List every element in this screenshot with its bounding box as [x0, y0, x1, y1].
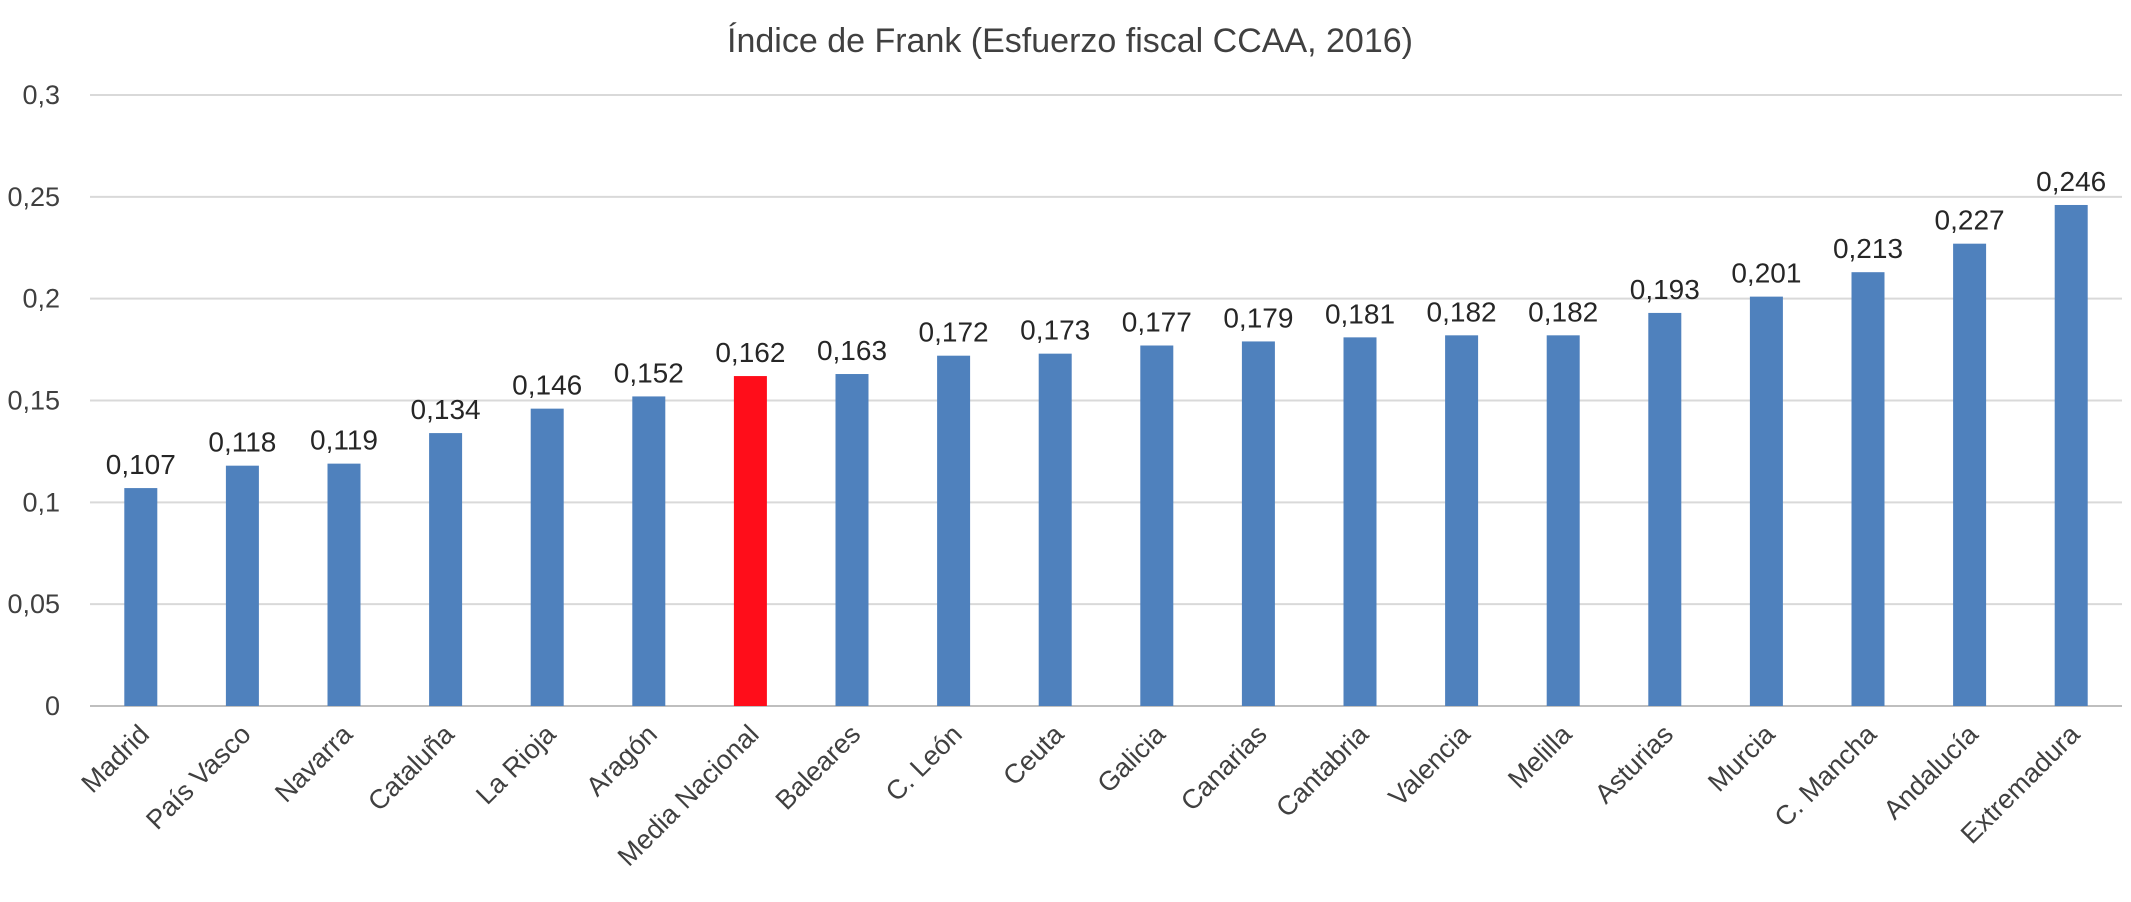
- category-label: Andalucía: [1878, 718, 1985, 825]
- category-label: Melilla: [1502, 718, 1578, 794]
- bar: [1445, 335, 1479, 706]
- category-label: C. Mancha: [1769, 718, 1883, 832]
- bar: [937, 355, 971, 706]
- bar: [835, 374, 869, 706]
- category-label: Navarra: [269, 718, 359, 808]
- bar: [1343, 337, 1377, 706]
- category-label: País Vasco: [140, 719, 256, 835]
- category-label: Galicia: [1091, 718, 1171, 798]
- bar: [225, 465, 259, 706]
- data-label: 0,201: [1731, 258, 1801, 289]
- bar: [1749, 296, 1783, 706]
- data-label: 0,177: [1122, 307, 1192, 338]
- y-tick-label: 0,1: [22, 487, 60, 517]
- bar: [124, 488, 158, 706]
- data-label: 0,227: [1935, 205, 2005, 236]
- bar: [2054, 204, 2088, 707]
- category-label: C. León: [880, 719, 968, 807]
- category-label: Ceuta: [997, 718, 1070, 791]
- bar: [1140, 345, 1174, 706]
- category-label: Cantabria: [1270, 718, 1375, 823]
- bar: [1038, 353, 1072, 706]
- bar: [733, 376, 767, 706]
- data-label: 0,182: [1528, 296, 1598, 327]
- bar: [1546, 335, 1580, 706]
- bar: [1648, 312, 1682, 706]
- bar: [632, 396, 666, 706]
- data-label: 0,213: [1833, 233, 1903, 264]
- data-label: 0,246: [2036, 166, 2106, 197]
- y-tick-label: 0,15: [7, 386, 60, 416]
- y-tick-label: 0,25: [7, 182, 60, 212]
- category-label: Canarias: [1175, 719, 1273, 817]
- data-label: 0,179: [1223, 302, 1293, 333]
- y-tick-label: 0: [45, 691, 60, 721]
- data-label: 0,152: [614, 357, 684, 388]
- y-tick-label: 0,05: [7, 589, 60, 619]
- category-label: Baleares: [770, 719, 867, 816]
- chart-title: Índice de Frank (Esfuerzo fiscal CCAA, 2…: [727, 22, 1413, 60]
- data-label: 0,119: [310, 425, 378, 456]
- data-label: 0,162: [715, 337, 785, 368]
- data-label: 0,193: [1630, 274, 1700, 305]
- data-label: 0,146: [512, 370, 582, 401]
- y-tick-label: 0,3: [22, 80, 60, 110]
- category-label: Aragón: [580, 719, 663, 802]
- category-label: Valencia: [1383, 718, 1477, 812]
- data-label: 0,107: [106, 449, 176, 480]
- category-label: Madrid: [75, 719, 155, 799]
- category-label: Asturias: [1589, 719, 1679, 809]
- category-label: Murcia: [1702, 718, 1781, 797]
- bar: [429, 433, 463, 706]
- data-label: 0,118: [208, 427, 276, 458]
- category-label: Cataluña: [362, 718, 460, 816]
- gridlines: [90, 94, 2122, 707]
- y-axis-ticks: 0 0,05 0,1 0,15 0,2 0,25 0,3: [7, 80, 60, 721]
- data-label: 0,172: [919, 317, 989, 348]
- y-tick-label: 0,2: [22, 284, 60, 314]
- bar: [327, 463, 361, 706]
- data-labels: 0,107 0,118 0,119 0,134 0,146 0,152 0,162 0,163…: [106, 166, 2106, 480]
- data-label: 0,173: [1020, 315, 1090, 346]
- bar: [530, 408, 564, 706]
- data-label: 0,134: [411, 394, 481, 425]
- category-label: La Rioja: [470, 718, 562, 810]
- data-label: 0,181: [1325, 298, 1395, 329]
- data-label: 0,182: [1427, 296, 1497, 327]
- bar: [1851, 272, 1885, 706]
- bars: [124, 204, 2088, 707]
- bar: [1953, 243, 1987, 706]
- data-label: 0,163: [817, 335, 887, 366]
- bar: [1241, 341, 1275, 706]
